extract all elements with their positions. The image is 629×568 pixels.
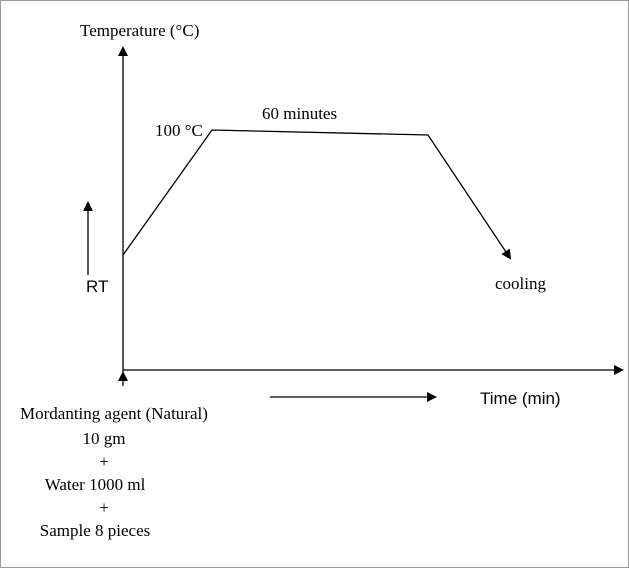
x-axis-label: Time (min) — [480, 389, 561, 408]
temperature-profile — [122, 129, 512, 260]
recipe-line: + — [99, 498, 109, 517]
hold-label: 60 minutes — [262, 104, 337, 123]
recipe-line: Water 1000 ml — [45, 475, 146, 494]
end-label: cooling — [495, 274, 546, 293]
y-axis-label: Temperature (°C) — [80, 21, 199, 40]
peak-label: 100 °C — [155, 121, 203, 140]
recipe-line: Sample 8 pieces — [40, 521, 150, 540]
recipe-title: Mordanting agent (Natural) — [20, 404, 208, 423]
recipe-line: 10 gm — [83, 429, 126, 448]
start-label: RT — [86, 277, 108, 296]
recipe-line: + — [99, 452, 109, 471]
